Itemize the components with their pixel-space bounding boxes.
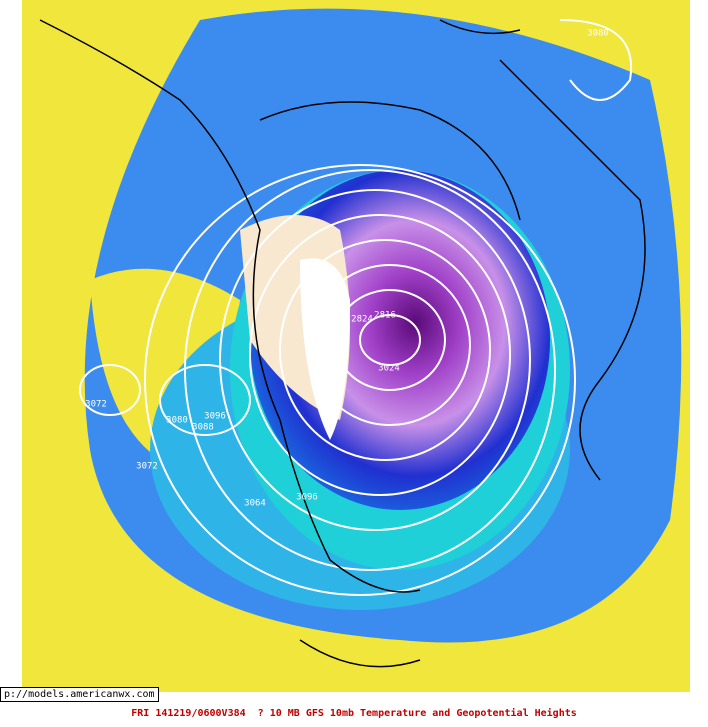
contour-label: 3096 [204, 412, 226, 422]
contour-label: 3072 [85, 400, 107, 410]
contour-labels: 3080 3072 3080 3096 3088 3072 3064 3096 … [85, 29, 609, 509]
map: 3080 3072 3080 3096 3088 3072 3064 3096 … [22, 0, 690, 692]
contour-label: 3088 [192, 423, 214, 433]
contour-label: 3024 [378, 364, 400, 374]
contour-label: 2824 [351, 315, 373, 325]
contour-label: 3080 [166, 416, 188, 426]
contour-label: 3096 [296, 493, 318, 503]
map-field [22, 0, 690, 692]
url-box: p://models.americanwx.com [0, 687, 159, 702]
caption: FRI 141219/0600V384 ? 10 MB GFS 10mb Tem… [131, 708, 577, 719]
contour-label: 3072 [136, 462, 158, 472]
contour-label: 3064 [244, 499, 266, 509]
contour-label: 2816 [374, 311, 396, 321]
contour-label: 3080 [587, 29, 609, 39]
